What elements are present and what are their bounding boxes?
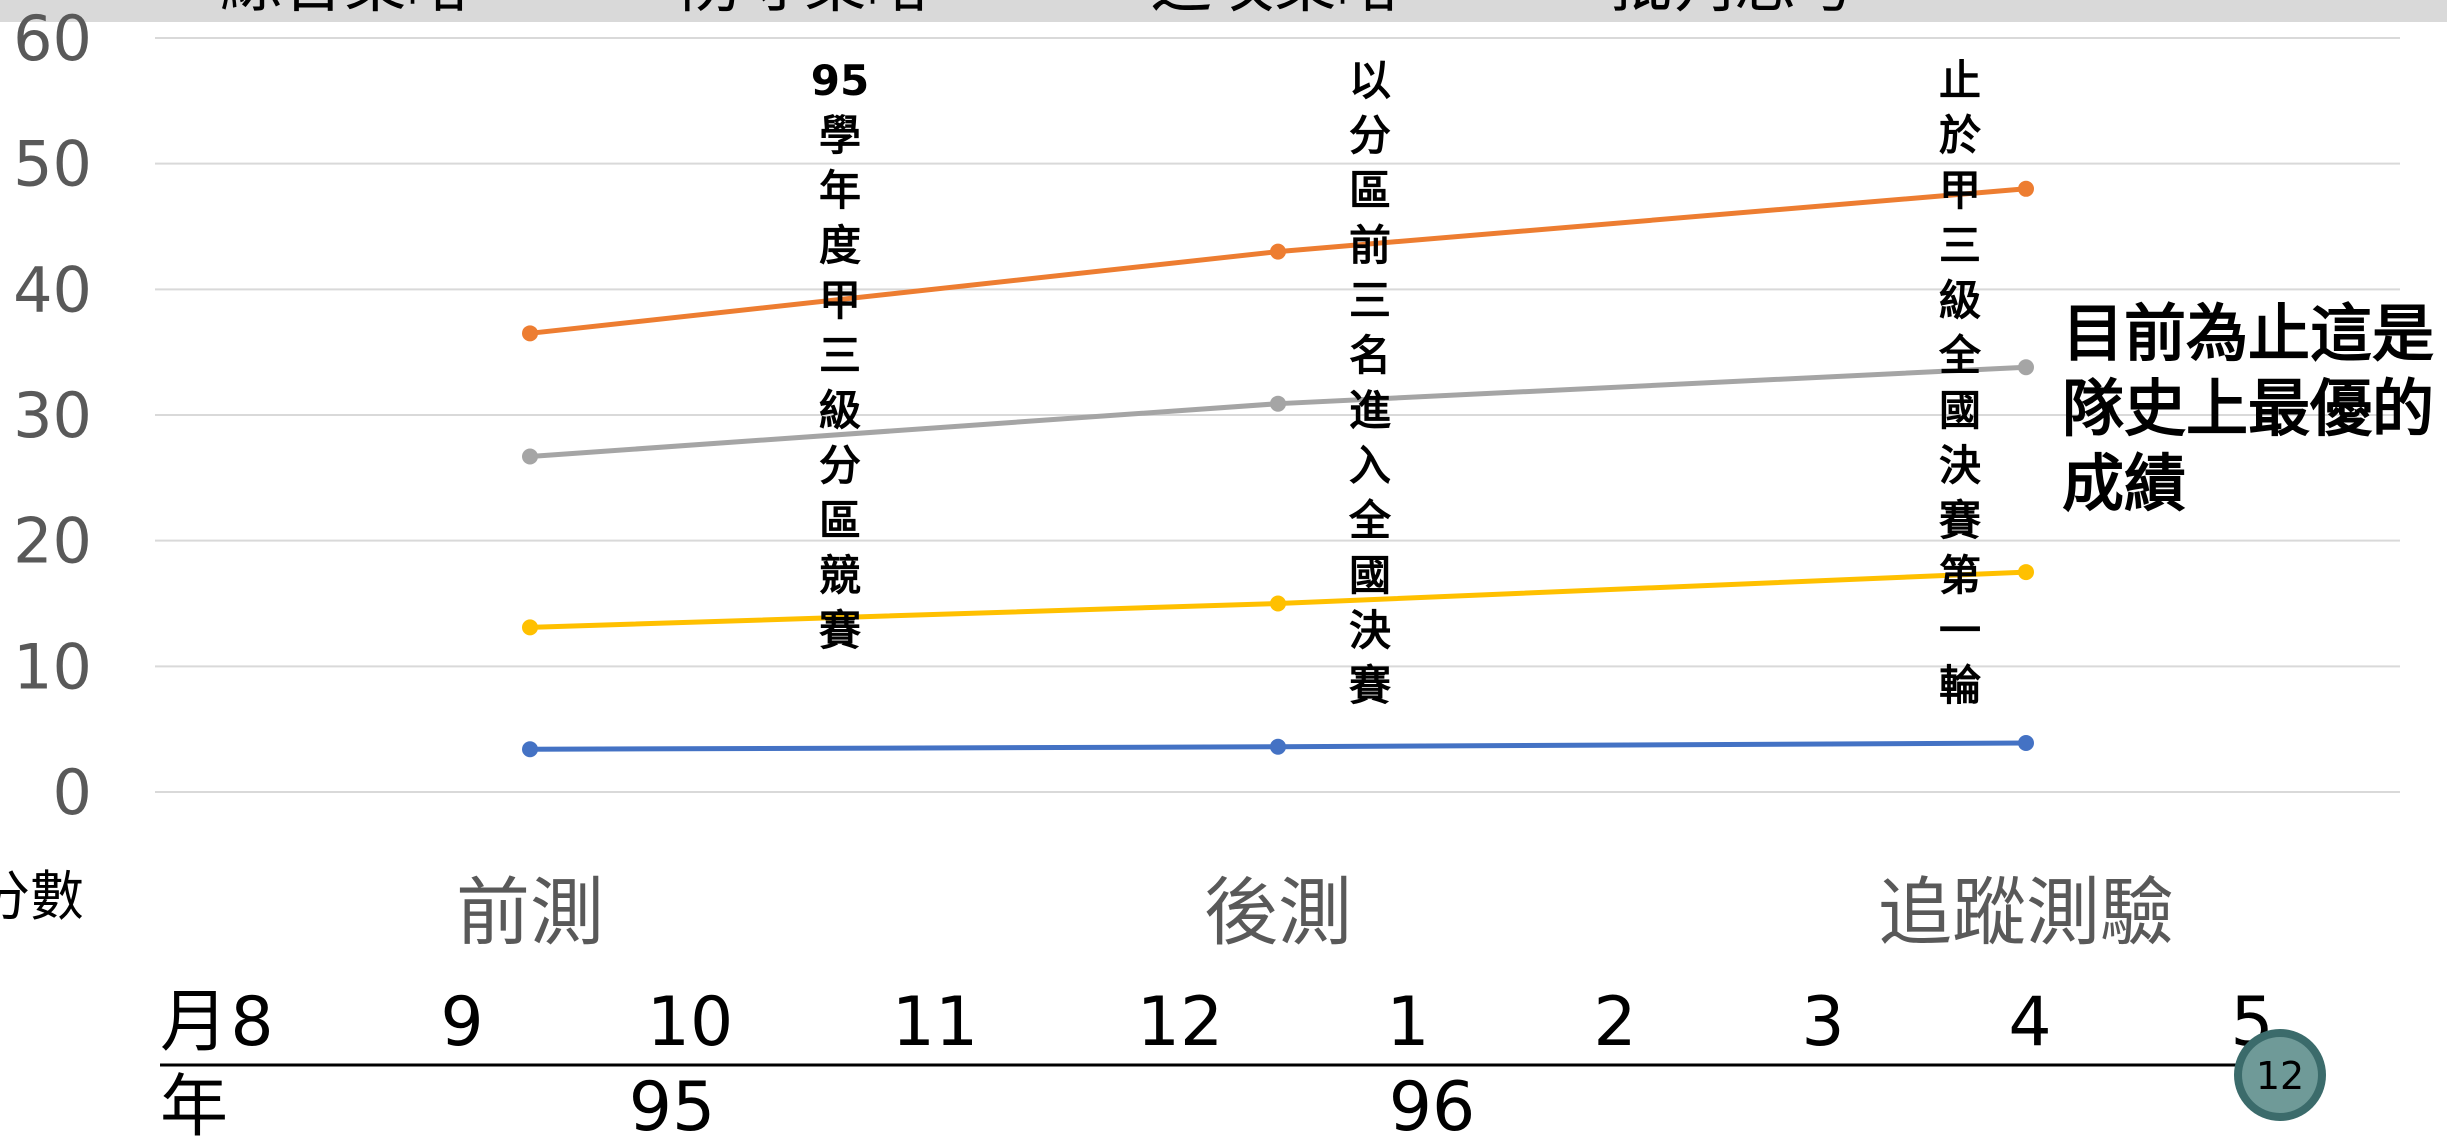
annotation-char: 競	[819, 551, 861, 600]
annotation-char: 止	[1939, 56, 1981, 105]
annotation-char: 度	[819, 221, 861, 270]
slide-number: 12	[2256, 1054, 2304, 1098]
annotation-char: 三	[819, 331, 861, 380]
month-tick: 8	[230, 983, 273, 1062]
legend-band	[0, 0, 2447, 22]
annotation-char: 輪	[1939, 661, 1981, 710]
month-tick: 4	[2008, 983, 2051, 1062]
annotation-char: 第	[1939, 551, 1981, 600]
annotation-char: 全	[1938, 331, 1982, 380]
annotation-char: 以	[1349, 56, 1391, 105]
data-point	[522, 741, 538, 758]
y-tick-label: 50	[13, 128, 92, 201]
category-label: 追蹤測驗	[1878, 870, 2174, 956]
month-tick: 2	[1593, 983, 1636, 1062]
category-label: 前測	[456, 870, 604, 956]
category-label: 後測	[1204, 870, 1352, 956]
side-note-line: 隊史上最優的	[2062, 372, 2434, 445]
y-axis-label: 分數	[0, 865, 84, 928]
annotation-char: 95	[811, 56, 869, 105]
year-tick: 95	[629, 1068, 716, 1136]
data-point	[2018, 734, 2034, 751]
annotation-char: 於	[1939, 111, 1981, 160]
month-tick: 12	[1137, 983, 1224, 1062]
data-point	[1270, 395, 1286, 412]
legend-entry: 綜合策略	[220, 0, 468, 21]
annotation-char: 賽	[819, 606, 861, 655]
data-point	[2018, 564, 2034, 581]
legend-entry: 防守策略	[680, 0, 928, 21]
annotation-char: 甲	[819, 276, 861, 325]
annotation-char: 甲	[1939, 166, 1981, 215]
y-tick-label: 10	[13, 630, 92, 703]
data-point	[1270, 738, 1286, 755]
annotation-char: 級	[819, 386, 861, 435]
data-point	[1270, 243, 1286, 260]
annotation-char: 區	[819, 496, 861, 545]
y-tick-label: 20	[13, 505, 92, 578]
legend-entry: 批判思考	[1610, 0, 1858, 21]
annotation-char: 三	[1349, 276, 1391, 325]
annotation-char: 入	[1349, 441, 1391, 490]
series-line	[529, 364, 2027, 459]
data-point	[522, 448, 538, 465]
year-label: 年	[160, 1068, 228, 1136]
annotation-char: 賽	[1939, 496, 1981, 545]
annotation-char: 區	[1349, 166, 1391, 215]
annotation-char: 決	[1349, 606, 1391, 655]
month-tick: 1	[1386, 983, 1429, 1062]
side-note-line: 成績	[2062, 447, 2186, 520]
data-point	[522, 325, 538, 342]
y-tick-label: 60	[13, 2, 92, 75]
annotation-char: 前	[1349, 221, 1391, 270]
annotation-char: 年	[819, 166, 861, 215]
annotation-char: 全	[1348, 496, 1392, 545]
annotation-char: 級	[1939, 276, 1981, 325]
year-tick: 96	[1389, 1068, 1476, 1136]
annotation-char: 進	[1349, 386, 1391, 435]
month-tick: 9	[440, 983, 483, 1062]
series-line	[529, 186, 2027, 336]
data-point	[2018, 180, 2034, 197]
annotation-char: 學	[819, 111, 861, 160]
y-tick-label: 0	[53, 756, 92, 829]
annotation-char: 決	[1939, 441, 1981, 490]
month-label: 月	[160, 983, 228, 1062]
legend-entry: 進攻策略	[1150, 0, 1398, 21]
data-point	[1270, 595, 1286, 612]
annotation-char: 國	[1939, 386, 1981, 435]
data-point	[522, 619, 538, 636]
annotation-char: 國	[1349, 551, 1391, 600]
annotation-char: 賽	[1349, 661, 1391, 710]
annotation-char: 名	[1349, 331, 1391, 380]
y-tick-label: 40	[13, 253, 92, 326]
y-tick-label: 30	[13, 379, 92, 452]
month-tick: 11	[892, 983, 979, 1062]
annotation-char: 分	[1349, 111, 1391, 160]
annotation-char: 分	[819, 441, 861, 490]
data-point	[2018, 359, 2034, 376]
annotation-char: 三	[1939, 221, 1981, 270]
side-note-line: 目前為止這是	[2062, 297, 2434, 370]
annotation-char: 一	[1939, 606, 1981, 655]
month-tick: 10	[647, 983, 734, 1062]
month-tick: 3	[1801, 983, 1844, 1062]
slide-badge-inner	[2242, 1037, 2318, 1113]
